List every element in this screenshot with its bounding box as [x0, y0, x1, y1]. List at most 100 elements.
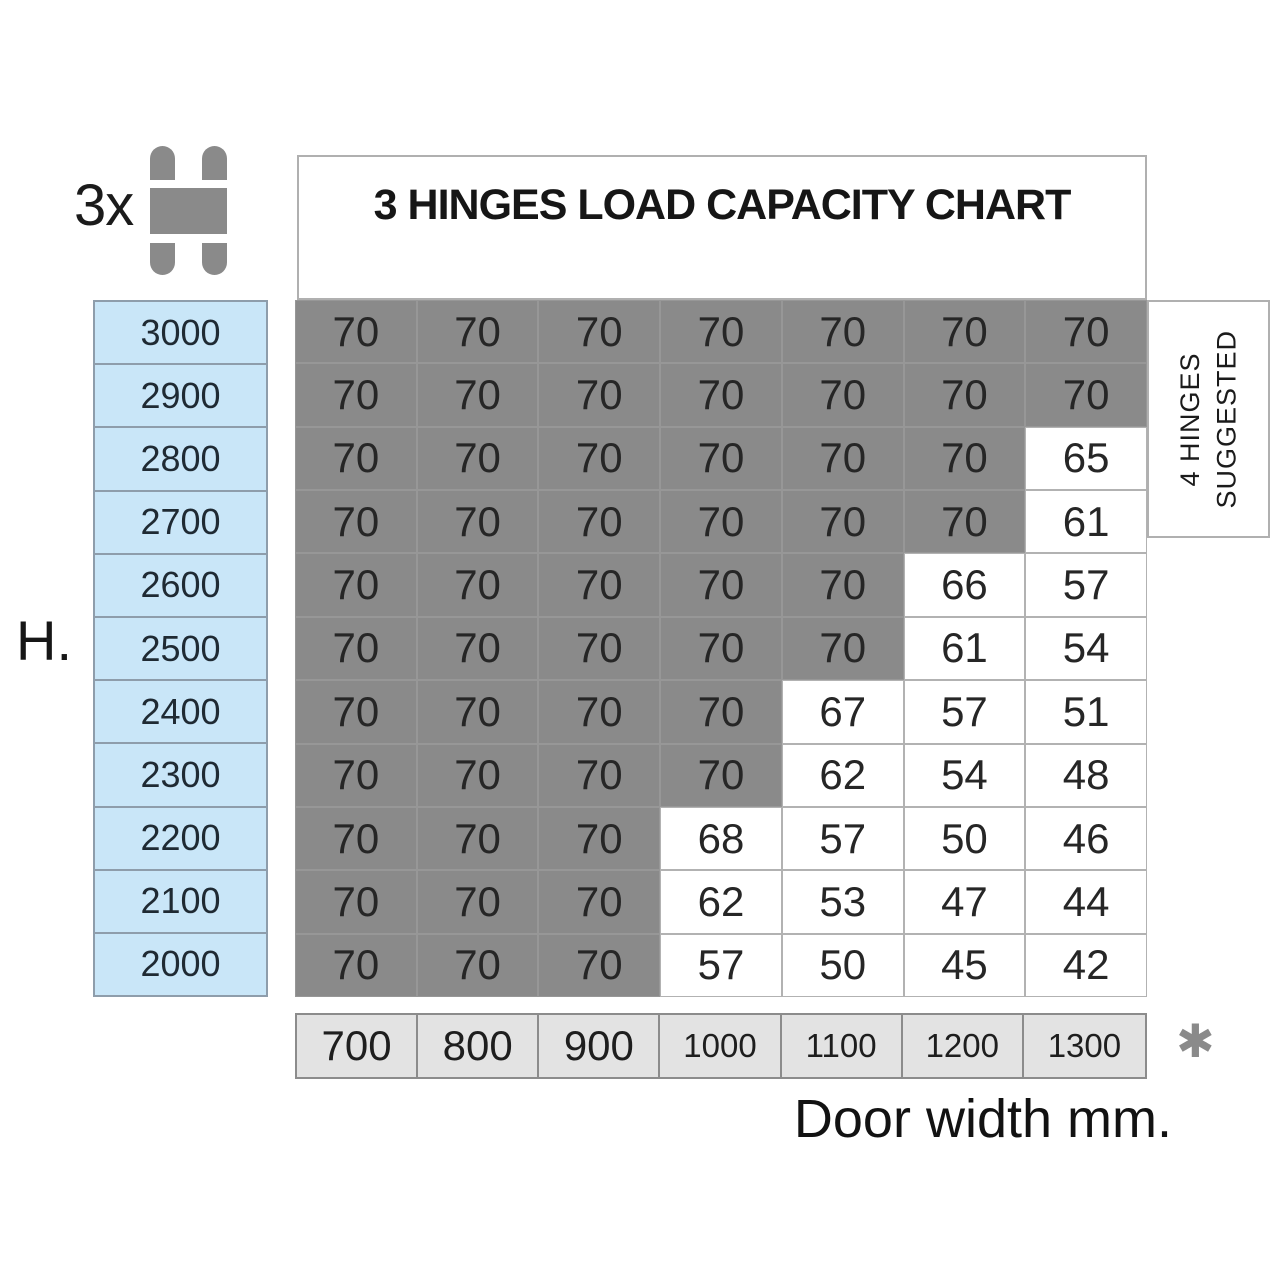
width-header-cell: 1300 — [1047, 1027, 1122, 1064]
height-cell: 2500 — [95, 618, 266, 682]
height-cell: 2900 — [95, 365, 266, 429]
four-hinges-note-line2: SUGGESTED — [1211, 329, 1242, 509]
height-cell: 2700 — [95, 492, 266, 555]
capacity-cell: 70 — [660, 553, 782, 617]
capacity-cell: 70 — [295, 426, 417, 491]
capacity-cell: 48 — [1025, 743, 1147, 807]
capacity-cell: 70 — [1025, 300, 1147, 364]
capacity-cell: 50 — [781, 933, 904, 997]
capacity-cell: 51 — [1025, 680, 1147, 744]
height-column: 3000 2900 2800 2700 2600 2500 2400 2300 2200 2100… — [93, 300, 268, 997]
capacity-cell: 45 — [903, 933, 1026, 997]
capacity-cell: 70 — [416, 363, 539, 427]
capacity-cell: 70 — [416, 870, 539, 934]
capacity-cell: 70 — [781, 426, 904, 491]
capacity-cell: 53 — [781, 870, 904, 934]
width-header-cell: 900 — [539, 1015, 661, 1077]
capacity-cell: 70 — [416, 426, 539, 491]
capacity-cell: 70 — [781, 363, 904, 427]
height-axis-label: H. — [16, 609, 72, 672]
capacity-grid: 70 70 70 70 70 70 70 70 70 70 70 70 70 70 70 70 70 70 70 70… — [295, 300, 1147, 997]
capacity-cell: 70 — [903, 300, 1026, 364]
capacity-cell: 57 — [903, 680, 1026, 744]
capacity-cell: 70 — [660, 300, 782, 364]
capacity-cell: 70 — [538, 490, 661, 554]
width-axis-label: Door width mm. — [793, 1089, 1172, 1149]
hinge-count-label: 3x — [74, 173, 134, 238]
capacity-cell: 44 — [1025, 870, 1147, 934]
height-cell: 2800 — [95, 428, 266, 492]
capacity-cell: 70 — [295, 680, 417, 744]
capacity-cell: 70 — [295, 553, 417, 617]
capacity-cell: 70 — [416, 300, 539, 364]
capacity-cell: 70 — [538, 870, 661, 934]
width-header-cell: 700 — [297, 1015, 419, 1077]
four-hinges-note-line1: 4 HINGES — [1175, 351, 1206, 487]
height-cell: 2400 — [95, 681, 266, 745]
capacity-cell: 70 — [416, 616, 539, 681]
capacity-cell: 70 — [295, 616, 417, 681]
capacity-cell: 70 — [538, 616, 661, 681]
capacity-cell: 57 — [781, 806, 904, 871]
capacity-cell: 62 — [781, 743, 904, 807]
capacity-cell: 70 — [1025, 363, 1147, 427]
capacity-cell: 70 — [416, 933, 539, 997]
height-cell: 2200 — [95, 808, 266, 871]
capacity-cell: 70 — [538, 300, 661, 364]
capacity-cell: 68 — [660, 806, 782, 871]
capacity-cell: 50 — [903, 806, 1026, 871]
capacity-cell: 66 — [903, 553, 1026, 617]
hinge-icon — [150, 146, 227, 275]
width-header-cell: 1200 — [903, 1015, 1024, 1077]
capacity-cell: 70 — [295, 490, 417, 554]
capacity-cell: 70 — [781, 553, 904, 617]
capacity-cell: 70 — [660, 616, 782, 681]
capacity-cell: 70 — [660, 490, 782, 554]
capacity-cell: 70 — [538, 806, 661, 871]
capacity-cell: 70 — [903, 363, 1026, 427]
capacity-cell: 54 — [1025, 616, 1147, 681]
capacity-cell: 70 — [538, 553, 661, 617]
capacity-cell: 65 — [1025, 426, 1147, 491]
capacity-cell: 57 — [1025, 553, 1147, 617]
capacity-cell: 70 — [538, 426, 661, 491]
capacity-cell: 47 — [903, 870, 1026, 934]
four-hinges-note-box: 4 HINGES SUGGESTED — [1147, 300, 1270, 538]
capacity-cell: 70 — [781, 616, 904, 681]
capacity-cell: 70 — [295, 806, 417, 871]
chart-title-box: 3 HINGES LOAD CAPACITY CHART — [297, 155, 1147, 300]
height-cell: 2600 — [95, 555, 266, 618]
capacity-cell: 70 — [538, 743, 661, 807]
capacity-cell: 70 — [660, 426, 782, 491]
capacity-cell: 70 — [538, 680, 661, 744]
capacity-cell: 70 — [781, 490, 904, 554]
capacity-cell: 70 — [781, 300, 904, 364]
four-hinges-note: 4 HINGES SUGGESTED — [1172, 330, 1245, 509]
width-header-cell: 1000 — [660, 1015, 782, 1077]
capacity-cell: 70 — [538, 933, 661, 997]
capacity-cell: 70 — [416, 806, 539, 871]
capacity-cell: 62 — [660, 870, 782, 934]
capacity-cell: 70 — [416, 680, 539, 744]
width-header-cell: 800 — [418, 1015, 540, 1077]
height-cell: 3000 — [95, 302, 266, 366]
capacity-cell: 61 — [1025, 490, 1147, 554]
capacity-cell: 70 — [538, 363, 661, 427]
capacity-cell: 70 — [903, 426, 1026, 491]
capacity-cell: 70 — [660, 363, 782, 427]
capacity-cell: 70 — [295, 870, 417, 934]
capacity-cell: 42 — [1025, 933, 1147, 997]
footnote-asterisk-icon: ✱ — [1176, 1014, 1215, 1068]
hinge-icon-center-bar — [170, 188, 207, 234]
capacity-cell: 54 — [903, 743, 1026, 807]
capacity-cell: 70 — [903, 490, 1026, 554]
height-cell: 2300 — [95, 744, 266, 808]
capacity-cell: 70 — [295, 300, 417, 364]
height-cell: 2100 — [95, 871, 266, 934]
capacity-cell: 67 — [781, 680, 904, 744]
chart-title: 3 HINGES LOAD CAPACITY CHART — [373, 181, 1072, 229]
capacity-cell: 70 — [416, 490, 539, 554]
capacity-cell: 70 — [416, 553, 539, 617]
height-cell: 2000 — [140, 943, 221, 985]
